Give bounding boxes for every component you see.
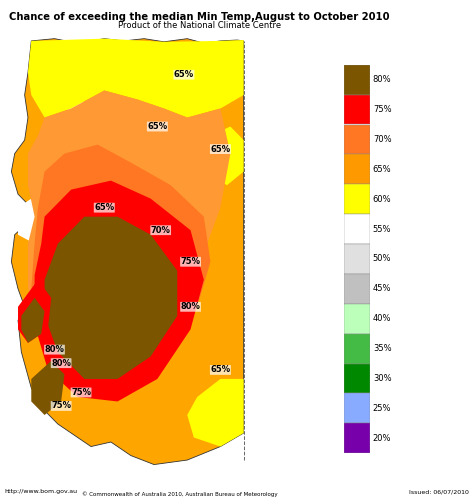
Text: 45%: 45% — [373, 284, 392, 293]
Polygon shape — [28, 39, 244, 118]
Bar — [344, 124, 370, 154]
Text: 65%: 65% — [373, 165, 392, 174]
Text: 80%: 80% — [181, 302, 201, 311]
Polygon shape — [28, 91, 230, 366]
Bar — [344, 184, 370, 214]
Polygon shape — [31, 361, 64, 415]
Text: 65%: 65% — [210, 144, 230, 153]
Text: http://www.bom.gov.au: http://www.bom.gov.au — [5, 489, 78, 494]
Text: 65%: 65% — [147, 122, 167, 131]
Text: 60%: 60% — [373, 195, 392, 204]
Polygon shape — [187, 379, 244, 447]
Text: 75%: 75% — [373, 105, 392, 114]
Bar — [344, 304, 370, 334]
Polygon shape — [11, 39, 244, 465]
Bar — [344, 65, 370, 95]
Bar — [344, 214, 370, 244]
Polygon shape — [18, 194, 51, 244]
Text: 75%: 75% — [71, 388, 91, 397]
Text: 50%: 50% — [373, 254, 392, 263]
Bar — [344, 154, 370, 184]
Bar — [344, 364, 370, 393]
Bar — [344, 95, 370, 124]
Text: 75%: 75% — [181, 257, 201, 266]
Text: 35%: 35% — [373, 344, 392, 353]
Polygon shape — [31, 144, 210, 388]
Bar — [344, 244, 370, 274]
Text: 65%: 65% — [174, 70, 194, 79]
Bar — [344, 423, 370, 453]
Polygon shape — [18, 280, 51, 343]
Polygon shape — [64, 100, 91, 131]
Text: 55%: 55% — [373, 225, 392, 234]
Text: Issued: 06/07/2010: Issued: 06/07/2010 — [410, 489, 469, 494]
Text: 25%: 25% — [373, 404, 392, 413]
Polygon shape — [204, 126, 244, 185]
Text: 30%: 30% — [373, 374, 392, 383]
Polygon shape — [45, 217, 177, 379]
Text: Product of the National Climate Centre: Product of the National Climate Centre — [118, 21, 281, 30]
Polygon shape — [35, 181, 204, 401]
Text: 65%: 65% — [94, 203, 114, 212]
Polygon shape — [21, 298, 45, 343]
Text: 70%: 70% — [373, 135, 392, 144]
Text: © Commonwealth of Australia 2010, Australian Bureau of Meteorology: © Commonwealth of Australia 2010, Austra… — [82, 492, 278, 497]
Text: 80%: 80% — [373, 75, 392, 84]
Text: 65%: 65% — [210, 366, 230, 374]
Text: 80%: 80% — [45, 345, 64, 354]
Text: 80%: 80% — [51, 359, 71, 368]
Bar — [344, 274, 370, 304]
Text: 40%: 40% — [373, 314, 392, 323]
Text: Chance of exceeding the median Min Temp,August to October 2010: Chance of exceeding the median Min Temp,… — [9, 12, 389, 22]
Bar — [344, 393, 370, 423]
Text: 20%: 20% — [373, 434, 392, 443]
Bar — [344, 334, 370, 364]
Text: 70%: 70% — [151, 226, 171, 235]
Text: 75%: 75% — [51, 401, 71, 410]
